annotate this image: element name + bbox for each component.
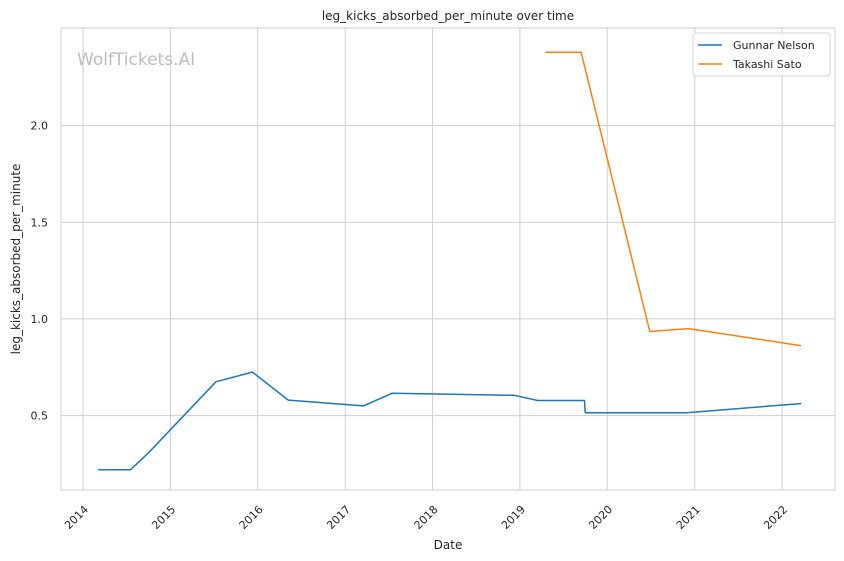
legend-label: Gunnar Nelson: [733, 39, 815, 52]
y-axis-title: leg_kicks_absorbed_per_minute: [9, 164, 23, 355]
legend-label: Takashi Sato: [732, 58, 802, 71]
y-tick-label: 1.5: [31, 216, 49, 229]
y-tick-label: 2.0: [31, 120, 49, 133]
watermark: WolfTickets.AI: [77, 50, 195, 70]
chart-title: leg_kicks_absorbed_per_minute over time: [322, 9, 574, 23]
y-tick-label: 0.5: [31, 410, 49, 423]
y-tick-label: 1.0: [31, 313, 49, 326]
x-axis-title: Date: [434, 538, 463, 552]
legend: Gunnar Nelson Takashi Sato: [693, 33, 830, 76]
